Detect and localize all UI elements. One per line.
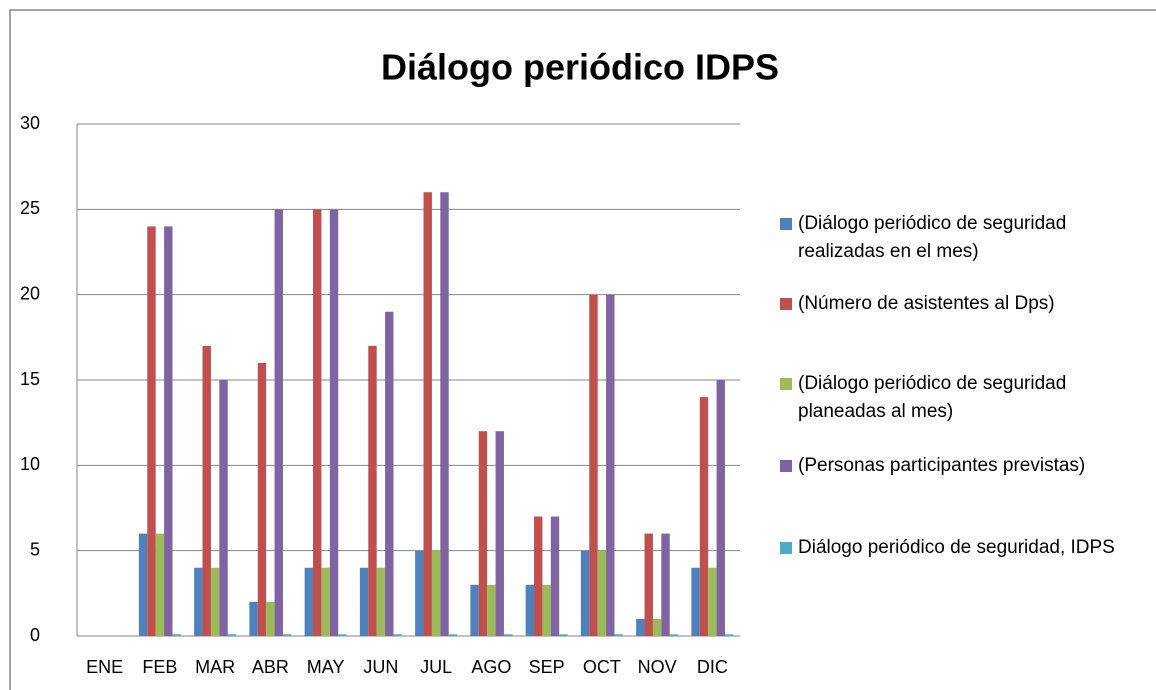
y-tick-label: 30 bbox=[20, 113, 40, 133]
x-tick-label: ENE bbox=[86, 657, 123, 677]
legend-entry: Diálogo periódico de seguridad, IDPS bbox=[780, 534, 1150, 562]
bar bbox=[282, 634, 292, 636]
bar bbox=[164, 226, 173, 636]
bar bbox=[708, 567, 717, 636]
bar bbox=[202, 345, 211, 636]
x-tick-label: SEP bbox=[529, 657, 565, 677]
chart-title: Diálogo periódico IDPS bbox=[381, 47, 779, 88]
bar bbox=[597, 550, 607, 636]
bar bbox=[329, 209, 339, 637]
bar bbox=[440, 192, 449, 636]
bar bbox=[210, 567, 220, 636]
bar bbox=[194, 567, 203, 636]
legend-label: (Diálogo periódico de seguridad realizad… bbox=[798, 213, 1067, 262]
x-tick-label: JUL bbox=[420, 657, 452, 677]
bar bbox=[321, 567, 330, 636]
bar bbox=[534, 516, 543, 636]
y-tick-label: 5 bbox=[30, 539, 40, 559]
legend-entry: (Diálogo periódico de seguridad realizad… bbox=[780, 210, 1150, 266]
bar bbox=[249, 601, 258, 636]
y-tick-label: 25 bbox=[20, 198, 40, 218]
legend-label: (Diálogo periódico de seguridad planeada… bbox=[798, 373, 1067, 422]
bar bbox=[652, 618, 662, 636]
x-tick-label: OCT bbox=[583, 657, 621, 677]
bar bbox=[376, 567, 386, 636]
bar bbox=[415, 550, 424, 636]
bar bbox=[385, 311, 394, 636]
bar bbox=[313, 209, 322, 637]
bar bbox=[393, 634, 402, 636]
legend-entry: (Número de asistentes al Dps) bbox=[780, 290, 1150, 318]
bar bbox=[716, 380, 725, 636]
bar bbox=[470, 584, 479, 636]
bar bbox=[147, 226, 156, 636]
bar bbox=[589, 294, 598, 636]
bar bbox=[699, 397, 709, 636]
legend-entry: (Diálogo periódico de seguridad planeada… bbox=[780, 370, 1150, 426]
bar bbox=[304, 567, 314, 636]
bar bbox=[274, 209, 283, 637]
x-tick-label: ABR bbox=[252, 657, 289, 677]
y-tick-label: 0 bbox=[30, 625, 40, 645]
bar bbox=[423, 192, 432, 636]
bar bbox=[257, 362, 267, 636]
legend-swatch bbox=[780, 378, 792, 390]
bar bbox=[478, 431, 488, 636]
legend-label: (Número de asistentes al Dps) bbox=[798, 293, 1055, 314]
bar bbox=[487, 584, 496, 636]
legend-label: (Personas participantes previstas) bbox=[798, 455, 1086, 476]
x-tick-label: AGO bbox=[471, 657, 511, 677]
legend-label: Diálogo periódico de seguridad, IDPS bbox=[798, 537, 1115, 558]
bar bbox=[559, 634, 568, 636]
x-tick-label: DIC bbox=[697, 657, 728, 677]
x-tick-label: FEB bbox=[142, 657, 177, 677]
bar bbox=[172, 634, 181, 636]
bar bbox=[542, 584, 551, 636]
legend-swatch bbox=[780, 298, 792, 310]
bar bbox=[495, 431, 504, 636]
x-tick-label: JUN bbox=[363, 657, 398, 677]
bar bbox=[580, 550, 590, 636]
bar bbox=[669, 634, 679, 636]
bar bbox=[525, 584, 535, 636]
bar bbox=[338, 634, 347, 636]
legend-swatch bbox=[780, 460, 792, 472]
bar bbox=[219, 380, 228, 636]
y-tick-label: 15 bbox=[20, 369, 40, 389]
x-tick-label: NOV bbox=[638, 657, 677, 677]
y-tick-label: 20 bbox=[20, 283, 40, 303]
bar bbox=[606, 294, 615, 636]
y-tick-label: 10 bbox=[20, 454, 40, 474]
bar bbox=[227, 634, 237, 636]
bar bbox=[359, 567, 369, 636]
legend-swatch bbox=[780, 542, 792, 554]
x-tick-label: MAY bbox=[307, 657, 345, 677]
bar bbox=[550, 516, 560, 636]
bar bbox=[636, 618, 645, 636]
legend-entry: (Personas participantes previstas) bbox=[780, 452, 1150, 480]
x-tick-label: MAR bbox=[195, 657, 235, 677]
bar bbox=[661, 533, 670, 636]
bar bbox=[614, 634, 623, 636]
bar bbox=[448, 634, 458, 636]
bar bbox=[155, 533, 165, 636]
bar bbox=[266, 601, 275, 636]
bar bbox=[503, 634, 513, 636]
bar bbox=[644, 533, 653, 636]
bar bbox=[368, 345, 377, 636]
bar bbox=[724, 634, 734, 636]
legend-swatch bbox=[780, 218, 792, 230]
bar bbox=[691, 567, 700, 636]
bar bbox=[431, 550, 441, 636]
bar bbox=[138, 533, 148, 636]
